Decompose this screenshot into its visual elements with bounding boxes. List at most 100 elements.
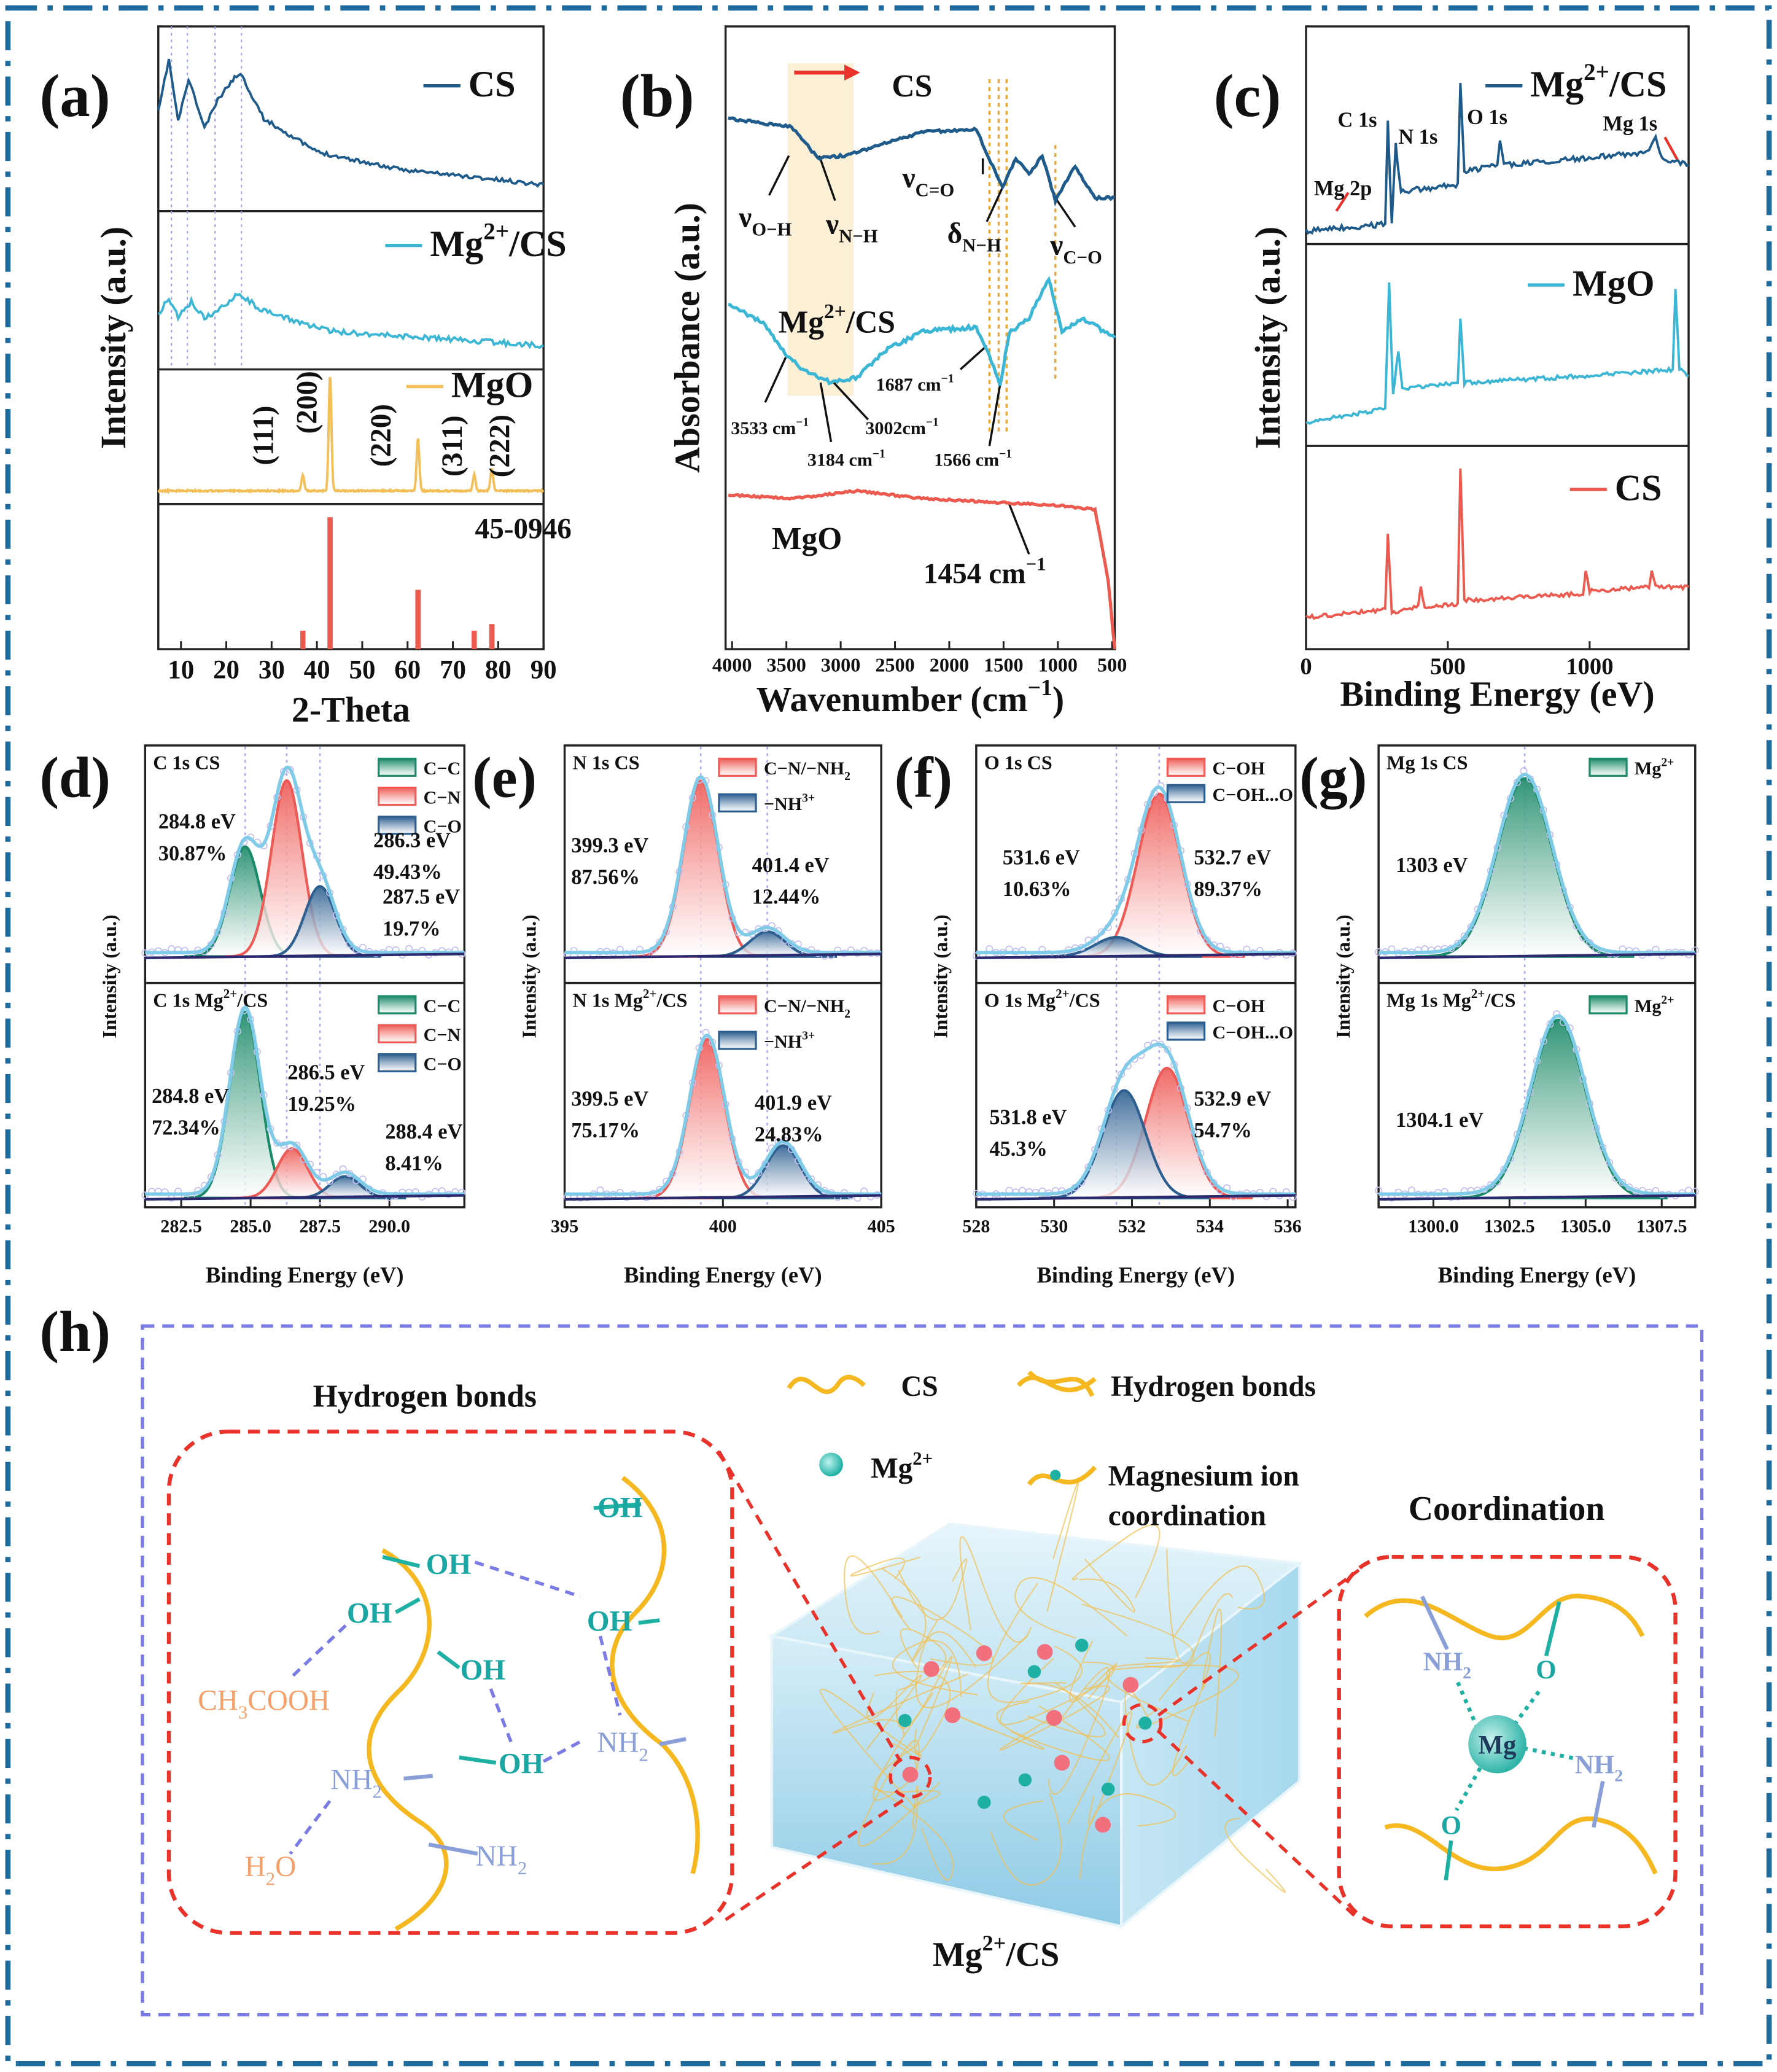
legend-ion <box>1050 1470 1061 1481</box>
plot-frame <box>1305 25 1690 650</box>
polymer-strand <box>1020 1682 1119 1739</box>
text-part: O−H <box>752 219 791 240</box>
percent-label: 75.17% <box>571 1119 640 1142</box>
ion <box>902 1766 919 1783</box>
text-part: N−H <box>962 235 1001 256</box>
peak <box>1073 792 1245 958</box>
text-part: 1687 cm <box>876 374 941 395</box>
arrow <box>959 345 988 370</box>
text-part: 3533 cm <box>731 418 796 438</box>
x-tick-label: 395 <box>551 1216 578 1237</box>
peak-label: 287.5 eV <box>383 886 460 909</box>
text-part: δ <box>947 217 963 249</box>
percent-label: 24.83% <box>755 1123 823 1146</box>
arrow <box>1663 136 1679 162</box>
text-part: ) <box>1052 679 1064 719</box>
panel-label: (g) <box>1299 746 1367 810</box>
spectrum <box>157 58 545 188</box>
bond <box>403 1774 433 1781</box>
c-bond <box>1512 1688 1543 1726</box>
reference-bar <box>489 624 495 650</box>
text-part: 2+ <box>1661 757 1674 769</box>
text-part: 2 <box>373 1782 382 1802</box>
molecule-label: OH <box>587 1606 632 1638</box>
arrow <box>1335 192 1350 212</box>
bond <box>437 1650 461 1670</box>
ion <box>1101 1782 1115 1796</box>
text-part: 1454 cm <box>923 558 1026 590</box>
x-tick-label: 534 <box>1196 1216 1224 1237</box>
text-part: Mg <box>430 224 483 265</box>
y-axis-title: Absorbance (a.u.) <box>667 203 707 473</box>
spectrum-title: N 1s Mg2+/CS <box>572 986 687 1011</box>
percent-label: 54.7% <box>1194 1119 1252 1142</box>
text-part: COOH <box>247 1684 330 1716</box>
hydrogen-bonds <box>289 1560 622 1855</box>
x-tick-label: 3500 <box>766 654 806 676</box>
x-tick-label: 20 <box>213 655 239 684</box>
spectrum-title: Mg 1s CS <box>1386 752 1468 774</box>
annotation: 3533 cm−1 <box>731 416 809 438</box>
legend-swatch <box>718 995 757 1015</box>
zoom-spot <box>1122 1703 1163 1743</box>
h-bond <box>474 1560 581 1599</box>
legend-label: Mg2+ <box>1635 757 1674 779</box>
text-part: 2 <box>518 1858 527 1879</box>
reference-label: 45-0946 <box>475 513 572 545</box>
legend-label: C−O <box>424 1053 462 1074</box>
polymer-strand <box>844 1555 903 1635</box>
text-part: 3184 cm <box>807 449 873 470</box>
spectrum <box>157 376 545 495</box>
spectrum <box>1305 282 1689 425</box>
text-part: C=O <box>916 179 955 200</box>
polymer-strand <box>898 1559 968 1621</box>
coordination-bonds <box>1455 1681 1577 1812</box>
legend-label: MgO <box>1573 263 1655 304</box>
bond <box>659 1737 686 1747</box>
envelope <box>1378 1014 1695 1196</box>
x-axis-title: 2-Theta <box>292 690 410 730</box>
polymer-strand <box>1166 1548 1234 1664</box>
annotation: νC−O <box>1049 230 1102 268</box>
legend-swatch <box>718 793 757 812</box>
text-part: CH <box>198 1684 238 1716</box>
text-part: 2+ <box>912 1448 933 1469</box>
peak-label: 531.6 eV <box>1003 846 1080 869</box>
zoom-link <box>1157 1729 1360 1922</box>
text-part: ν <box>1049 230 1063 262</box>
x-tick-label: 30 <box>259 655 285 684</box>
ion <box>1054 1755 1070 1771</box>
percent-label: 12.44% <box>752 886 821 909</box>
text-part: 3 <box>238 1702 247 1723</box>
text-part: 3+ <box>802 792 815 805</box>
text-part: −NH <box>764 1031 802 1052</box>
peak-label: (220) <box>365 404 397 467</box>
arrow <box>1054 197 1076 228</box>
panel-label: (d) <box>39 746 111 810</box>
text-part: ν <box>738 202 752 234</box>
highlight-band <box>787 63 854 396</box>
bond <box>1420 1595 1449 1650</box>
text-part: 2+ <box>224 986 237 1001</box>
x-tick-label: 70 <box>440 655 466 684</box>
legend-swatch <box>1166 784 1206 803</box>
polymer-strand <box>1046 1481 1079 1612</box>
arrow <box>819 382 833 443</box>
series-label: CS <box>892 69 932 104</box>
x-axis-title: Binding Energy (eV) <box>206 1262 404 1287</box>
text-part: C−N/−NH <box>764 758 844 779</box>
x-tick-label: 0 <box>1300 654 1312 680</box>
polymer-strand <box>850 1556 921 1579</box>
y-axis-title: Intensity (a.u.) <box>1332 914 1354 1038</box>
legend-label: C−C <box>424 758 461 779</box>
peak-label: 286.5 eV <box>287 1061 365 1084</box>
polymer-strand <box>915 1631 1028 1708</box>
ion <box>976 1645 992 1661</box>
percent-label: 10.63% <box>1003 878 1071 901</box>
legend-label: −NH3+ <box>764 792 815 815</box>
annotation: δN−H <box>947 217 1001 255</box>
panel-label: (f) <box>895 746 952 810</box>
chain <box>610 1476 700 1874</box>
peak-label: (111) <box>248 405 280 465</box>
